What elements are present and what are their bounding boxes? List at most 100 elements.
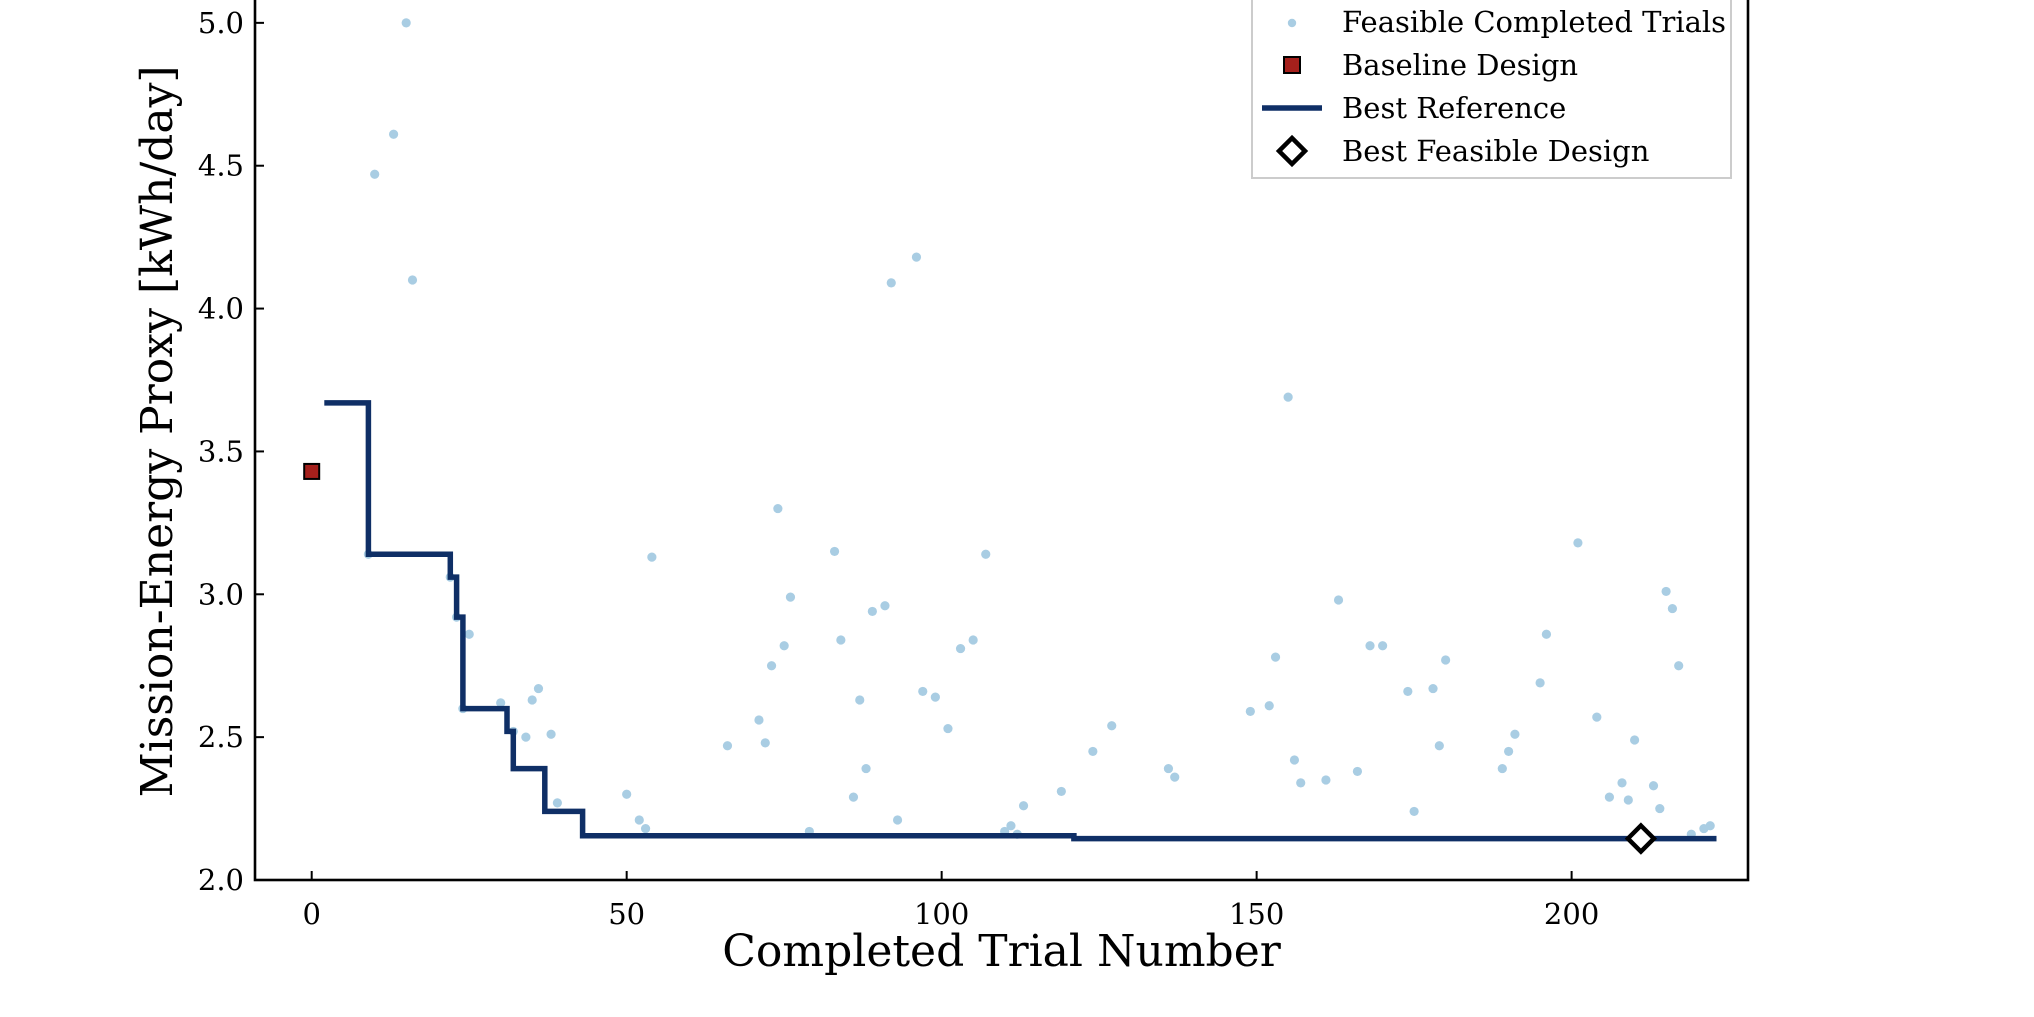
feasible-trial-point: [1352, 766, 1363, 777]
feasible-trial-point: [1296, 778, 1306, 788]
feasible-trial-point: [981, 549, 991, 559]
legend-box: [1251, 0, 1732, 179]
feasible-trial-point: [1655, 803, 1665, 814]
feasible-trial-point: [892, 815, 903, 825]
feasible-trial-point: [968, 635, 978, 645]
feasible-trial-point: [1170, 772, 1180, 782]
feasible-trial-point: [1107, 721, 1117, 731]
feasible-trial-point: [1283, 392, 1293, 402]
feasible-trial-point: [880, 601, 890, 611]
feasible-trial-point: [722, 741, 733, 751]
legend-best-feasible-marker: [1275, 134, 1309, 168]
y-axis: 2.0 2.5 3.0 3.5 4.0 4.5 5.0: [198, 6, 264, 897]
feasible-trial-point: [1056, 786, 1066, 797]
feasible-trial-point: [1006, 821, 1016, 831]
feasible-trial-point: [785, 592, 796, 602]
feasible-trial-point: [1661, 586, 1671, 597]
feasible-trial-point: [754, 715, 764, 725]
feasible-trial-point: [370, 169, 380, 179]
feasible-trial-point: [766, 661, 777, 671]
feasible-trial-point: [829, 546, 840, 557]
y-tick-label: 3.5: [198, 434, 244, 468]
feasible-trial-point: [1535, 678, 1545, 688]
feasible-trial-point: [640, 823, 651, 834]
feasible-trial-point: [1504, 746, 1514, 757]
plot-area: [303, 18, 1717, 855]
feasible-trial-point: [779, 641, 789, 651]
legend-feasible-marker: [1287, 18, 1297, 28]
feasible-trial-point: [1441, 655, 1451, 665]
axes-frame: [253, 0, 1750, 882]
feasible-trial-point: [1497, 763, 1507, 774]
feasible-trial-point: [464, 629, 474, 639]
feasible-trial-point: [521, 732, 531, 742]
feasible-trial-point: [1617, 778, 1627, 788]
x-tick-label: 50: [608, 897, 645, 931]
y-tick-label: 4.0: [198, 292, 244, 326]
feasible-trial-point: [1409, 806, 1419, 817]
x-tick-label: 150: [1229, 897, 1284, 931]
feasible-trial-point: [1604, 792, 1615, 802]
feasible-trial-point: [634, 815, 644, 825]
feasible-trial-point: [1510, 729, 1520, 739]
feasible-trial-point: [886, 278, 896, 288]
feasible-trial-point: [1378, 641, 1388, 651]
feasible-trial-point: [527, 695, 537, 705]
feasible-trial-point: [1541, 629, 1552, 639]
y-tick-label: 4.5: [198, 149, 244, 183]
feasible-trial-point: [546, 729, 556, 739]
feasible-trial-point: [1428, 683, 1438, 694]
feasible-trial-point: [773, 503, 783, 514]
x-tick-label: 200: [1544, 897, 1599, 931]
y-tick-label: 2.5: [198, 720, 244, 754]
feasible-trial-point: [1705, 821, 1715, 831]
feasible-trial-point: [1365, 641, 1375, 651]
feasible-trial-point: [955, 643, 966, 654]
feasible-trial-point: [918, 686, 928, 697]
legend: Feasible Completed Trials Baseline Design…: [1251, 0, 1732, 179]
feasible-trial-point: [533, 683, 544, 694]
x-axis: 0 50 100 150 200: [302, 871, 1599, 931]
legend-label-baseline: Baseline Design: [1342, 48, 1578, 82]
feasible-trial-point: [1667, 603, 1678, 614]
feasible-trial-point: [496, 698, 506, 708]
feasible-trial-point: [1289, 755, 1300, 765]
legend-label-best-ref: Best Reference: [1342, 91, 1566, 125]
feasible-trial-point: [407, 275, 418, 285]
feasible-trial-point: [1333, 595, 1344, 605]
x-axis-title: Completed Trial Number: [722, 926, 1282, 977]
x-tick-label: 100: [914, 897, 969, 931]
legend-baseline-marker: [1283, 56, 1301, 74]
y-axis-title: Mission-Energy Proxy [kWh/day]: [132, 65, 183, 797]
feasible-trial-point: [388, 129, 399, 139]
y-tick-label: 2.0: [198, 863, 244, 897]
feasible-trial-point: [647, 552, 657, 562]
feasible-trial-point: [836, 635, 846, 645]
x-tick-label: 0: [302, 897, 320, 931]
feasible-trial-point: [1270, 652, 1281, 662]
feasible-trial-point: [1163, 763, 1174, 774]
best-reference-line: [324, 400, 1717, 842]
feasible-trial-point: [1403, 686, 1413, 697]
feasible-trial-point: [1245, 706, 1255, 717]
feasible-trial-point: [1630, 735, 1640, 745]
feasible-trial-point: [867, 606, 877, 617]
feasible-trial-point: [760, 738, 770, 748]
feasible-trial-point: [855, 695, 865, 705]
baseline-design-marker: [303, 462, 321, 480]
feasible-trial-point: [930, 692, 940, 702]
feasible-trial-point: [401, 18, 411, 28]
feasible-trial-point: [1264, 701, 1274, 711]
feasible-trial-point: [911, 252, 922, 262]
feasible-trial-point: [1321, 775, 1331, 785]
best-feasible-design-marker: [1624, 822, 1658, 855]
feasible-trial-point: [1674, 661, 1684, 671]
y-tick-label: 3.0: [198, 577, 244, 611]
feasible-trial-point: [848, 792, 859, 802]
feasible-trial-point: [1018, 801, 1029, 811]
feasible-trial-point: [1592, 712, 1602, 722]
feasible-trial-point: [1648, 781, 1659, 791]
feasible-trial-point: [1088, 746, 1098, 757]
feasible-trial-point: [1434, 741, 1444, 751]
feasible-trial-point: [1573, 538, 1583, 548]
